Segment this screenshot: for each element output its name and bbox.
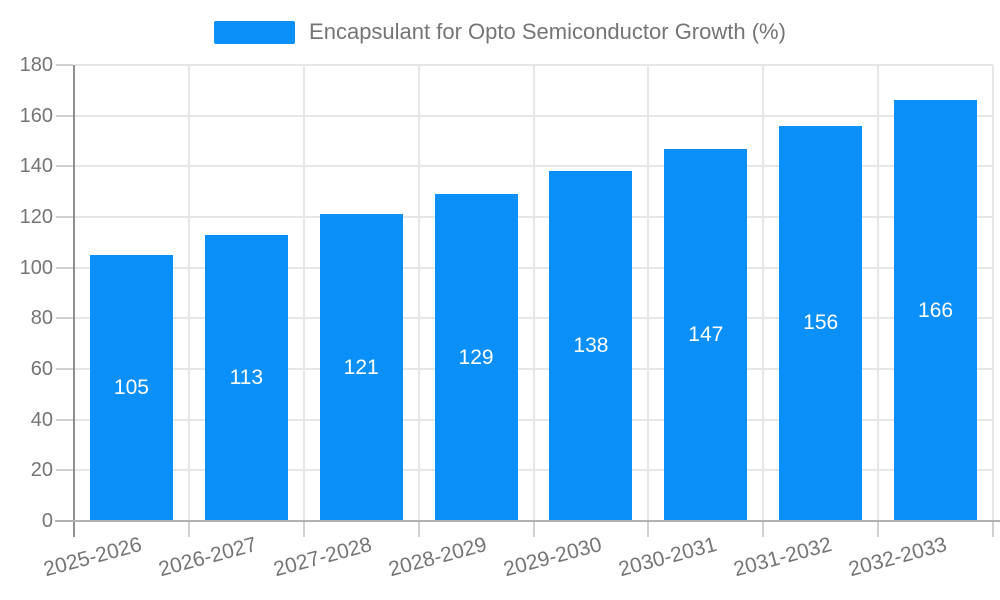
y-tick-label: 60	[30, 358, 53, 380]
x-axis-tick	[762, 521, 765, 537]
bar-value-label: 147	[688, 322, 724, 346]
y-tick-label: 100	[19, 256, 53, 279]
x-axis-tick	[992, 521, 994, 537]
x-axis-tick	[417, 521, 420, 537]
y-axis-tick	[56, 114, 73, 117]
y-axis-tick	[56, 469, 73, 472]
bar-value-label: 121	[343, 355, 379, 379]
x-axis-line	[55, 520, 1000, 522]
y-tick-label: 0	[41, 510, 53, 532]
y-tick-label: 120	[19, 206, 53, 228]
y-axis-tick	[56, 216, 73, 218]
x-axis-tick	[877, 521, 880, 537]
y-axis-tick	[56, 64, 73, 66]
y-tick-label: 80	[30, 307, 53, 330]
bar: 129	[434, 194, 518, 521]
legend-swatch-icon[interactable]	[214, 20, 296, 44]
bar: 113	[204, 234, 288, 521]
x-axis-tick	[647, 521, 650, 537]
bar-value-label: 129	[458, 345, 494, 369]
y-axis-line	[73, 65, 75, 537]
gridline-v	[647, 65, 650, 521]
x-axis-tick	[302, 521, 305, 537]
bar: 166	[894, 100, 978, 521]
y-tick-label: 160	[19, 104, 53, 127]
y-axis-tick	[56, 418, 73, 421]
gridline-v	[417, 65, 420, 521]
gridline-v	[762, 65, 765, 521]
y-tick-label: 180	[19, 54, 53, 76]
bar: 156	[779, 125, 863, 521]
bar: 138	[549, 171, 633, 521]
y-axis-tick	[56, 165, 73, 168]
y-axis-tick	[56, 317, 73, 320]
y-tick-label: 40	[30, 408, 53, 431]
legend: Encapsulant for Opto Semiconductor Growt…	[0, 17, 1000, 47]
bar-value-label: 105	[113, 376, 149, 399]
y-axis-tick	[56, 368, 73, 370]
bar-value-label: 156	[803, 311, 839, 335]
bar: 121	[319, 214, 403, 521]
x-axis-tick	[187, 521, 190, 537]
gridline-v	[302, 65, 305, 521]
y-tick-label: 140	[19, 155, 53, 178]
bar-value-label: 138	[573, 334, 609, 358]
x-axis-tick	[532, 521, 535, 537]
gridline-v	[992, 65, 994, 521]
legend-label[interactable]: Encapsulant for Opto Semiconductor Growt…	[309, 19, 786, 44]
bar: 147	[664, 148, 748, 521]
gridline-v	[877, 65, 880, 521]
bar-value-label: 113	[229, 365, 264, 389]
bar: 105	[89, 255, 173, 521]
gridline-v	[187, 65, 190, 521]
y-tick-label: 20	[30, 459, 53, 482]
bar-value-label: 166	[918, 298, 954, 322]
gridline-v	[532, 65, 535, 521]
y-axis-tick	[56, 266, 73, 269]
